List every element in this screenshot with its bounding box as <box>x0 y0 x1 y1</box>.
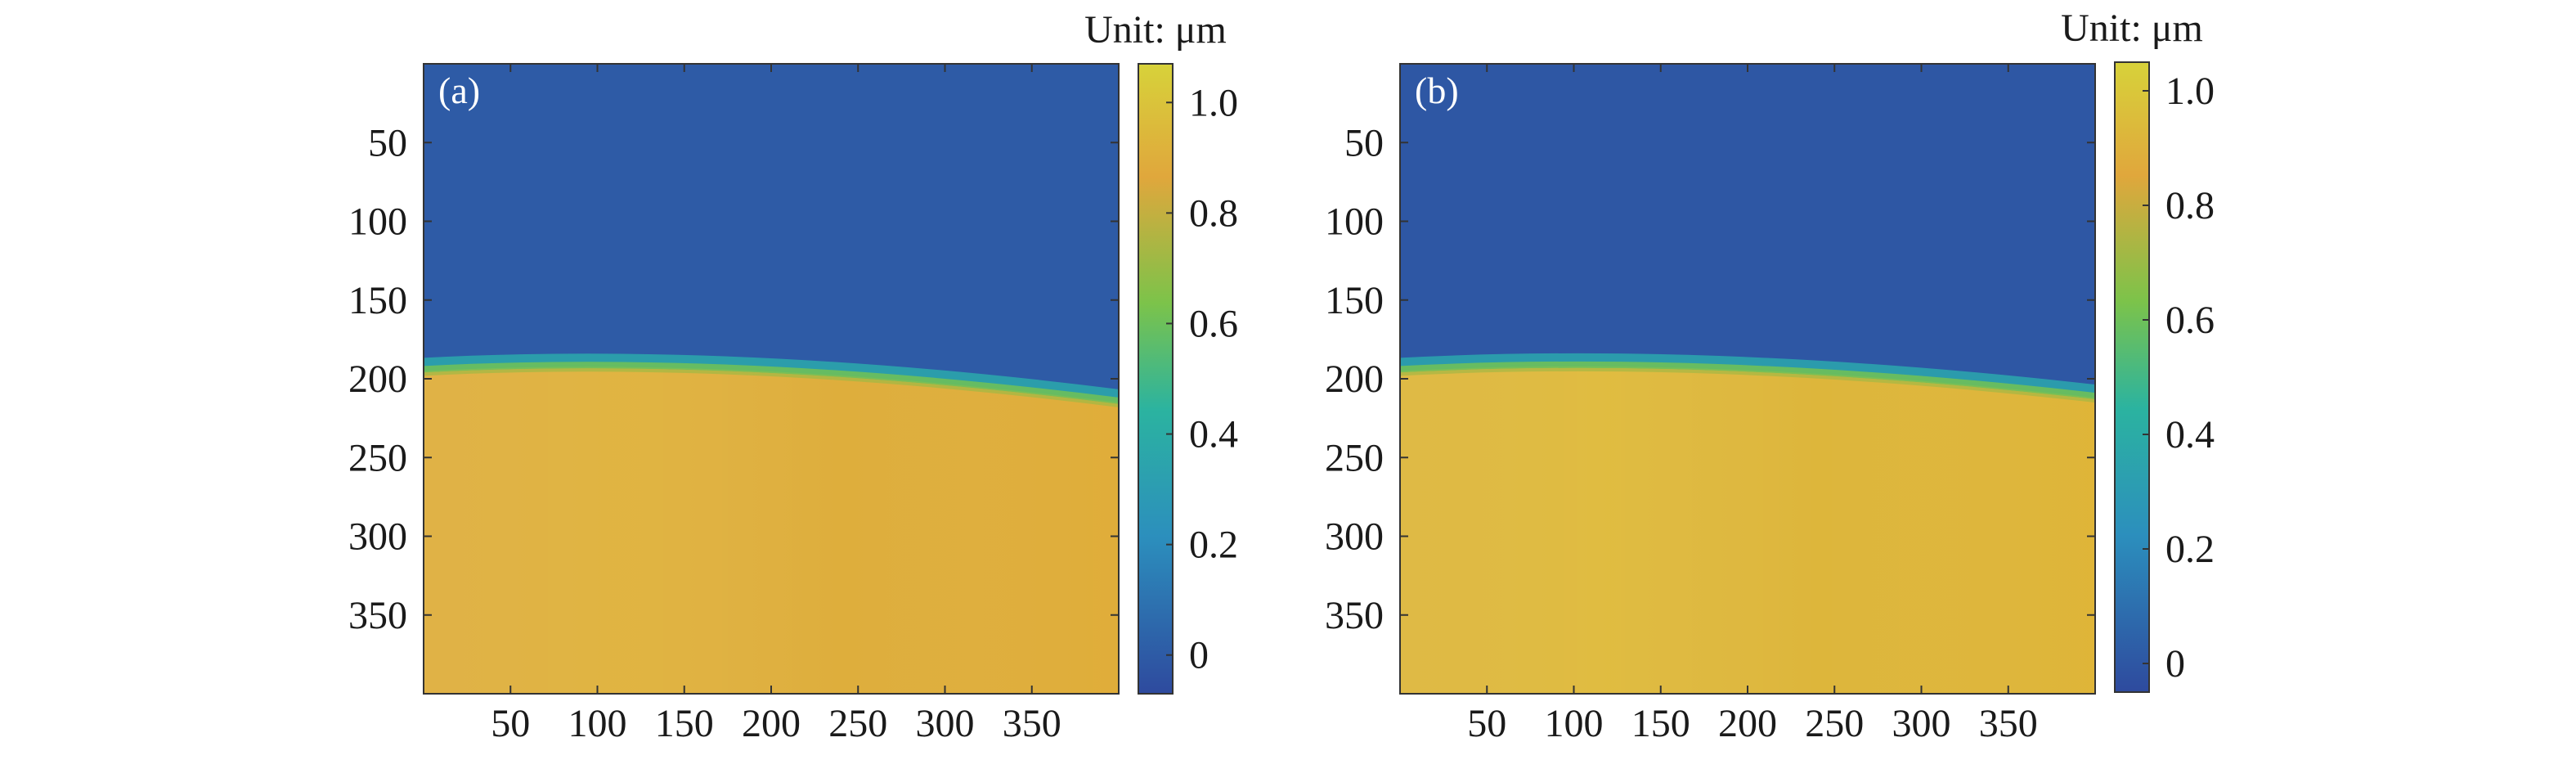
y-tick-label: 200 <box>1325 358 1384 401</box>
y-tick-label: 350 <box>1325 594 1384 637</box>
y-tick-label: 300 <box>1325 515 1384 559</box>
x-tick-label: 150 <box>1631 702 1690 745</box>
x-tick-label: 350 <box>1003 702 1061 745</box>
heatmap-field <box>424 64 1119 694</box>
boundary-band-blue <box>424 353 1119 402</box>
y-tick-label: 100 <box>348 200 407 244</box>
x-tick-label: 350 <box>1979 702 2038 745</box>
colorbar-tick-label: 0 <box>2165 642 2185 686</box>
colorbar-tick-label: 0.8 <box>1189 191 1238 235</box>
colorbar-tick-label: 0.2 <box>2165 528 2215 571</box>
boundary-band-blue <box>1400 353 2095 398</box>
y-tick-label: 250 <box>348 436 407 479</box>
x-tick-label: 100 <box>568 702 627 745</box>
heatmap-panel-b: (b) 50 100 150 200 250 300 350 50 100 150 200 250 300… <box>1325 7 2215 745</box>
panel-label: (b) <box>1415 70 1459 111</box>
colorbar-tick-label: 0 <box>1189 634 1209 677</box>
colorbar <box>2115 62 2149 692</box>
colorbar-tick-label: 0.6 <box>1189 302 1238 345</box>
colorbar <box>1138 64 1173 694</box>
colorbar-unit-label: Unit: μm <box>2061 7 2203 50</box>
colorbar-tick-label: 1.0 <box>1189 81 1238 124</box>
panel-label: (a) <box>438 70 480 111</box>
heatmap-panel-a: (a) 50 100 150 200 250 300 350 50 100 150 200 250 300… <box>348 8 1238 745</box>
x-tick-label: 100 <box>1545 702 1604 745</box>
heatmap-texture <box>1400 366 2095 694</box>
colorbar-tick-label: 0.2 <box>1189 524 1238 567</box>
boundary-band-light <box>1400 367 2095 403</box>
x-tick-label: 50 <box>1467 702 1506 745</box>
y-tick-label: 50 <box>368 121 407 164</box>
y-tick-label: 200 <box>348 358 407 401</box>
x-tick-label: 200 <box>742 702 801 745</box>
boundary-band-light <box>424 368 1119 407</box>
y-tick-label: 300 <box>348 515 407 559</box>
heatmap-texture <box>424 367 1119 694</box>
x-tick-label: 300 <box>1892 702 1951 745</box>
colorbar-tick-label: 0.6 <box>2165 299 2215 342</box>
colorbar-tick-label: 1.0 <box>2165 70 2215 113</box>
y-tick-label: 250 <box>1325 436 1384 479</box>
colorbar-tick-label: 0.8 <box>2165 184 2215 227</box>
y-tick-label: 150 <box>348 279 407 322</box>
colorbar-unit-label: Unit: μm <box>1084 8 1227 52</box>
x-tick-label: 200 <box>1718 702 1777 745</box>
x-tick-label: 50 <box>491 702 530 745</box>
x-tick-label: 250 <box>828 702 887 745</box>
boundary-band-green <box>424 362 1119 404</box>
colorbar-tick-label: 0.4 <box>2165 413 2215 456</box>
x-tick-label: 300 <box>916 702 975 745</box>
heatmap-field <box>1400 64 2095 694</box>
y-tick-label: 150 <box>1325 279 1384 322</box>
colorbar-tick-label: 0.4 <box>1189 413 1238 456</box>
y-tick-label: 100 <box>1325 200 1384 244</box>
y-tick-label: 350 <box>348 594 407 637</box>
y-tick-label: 50 <box>1344 121 1384 164</box>
x-tick-label: 250 <box>1805 702 1864 745</box>
colorbar-frame <box>2114 61 2150 693</box>
x-tick-label: 150 <box>655 702 714 745</box>
boundary-band-green <box>1400 361 2095 400</box>
colorbar-frame <box>1138 63 1174 695</box>
